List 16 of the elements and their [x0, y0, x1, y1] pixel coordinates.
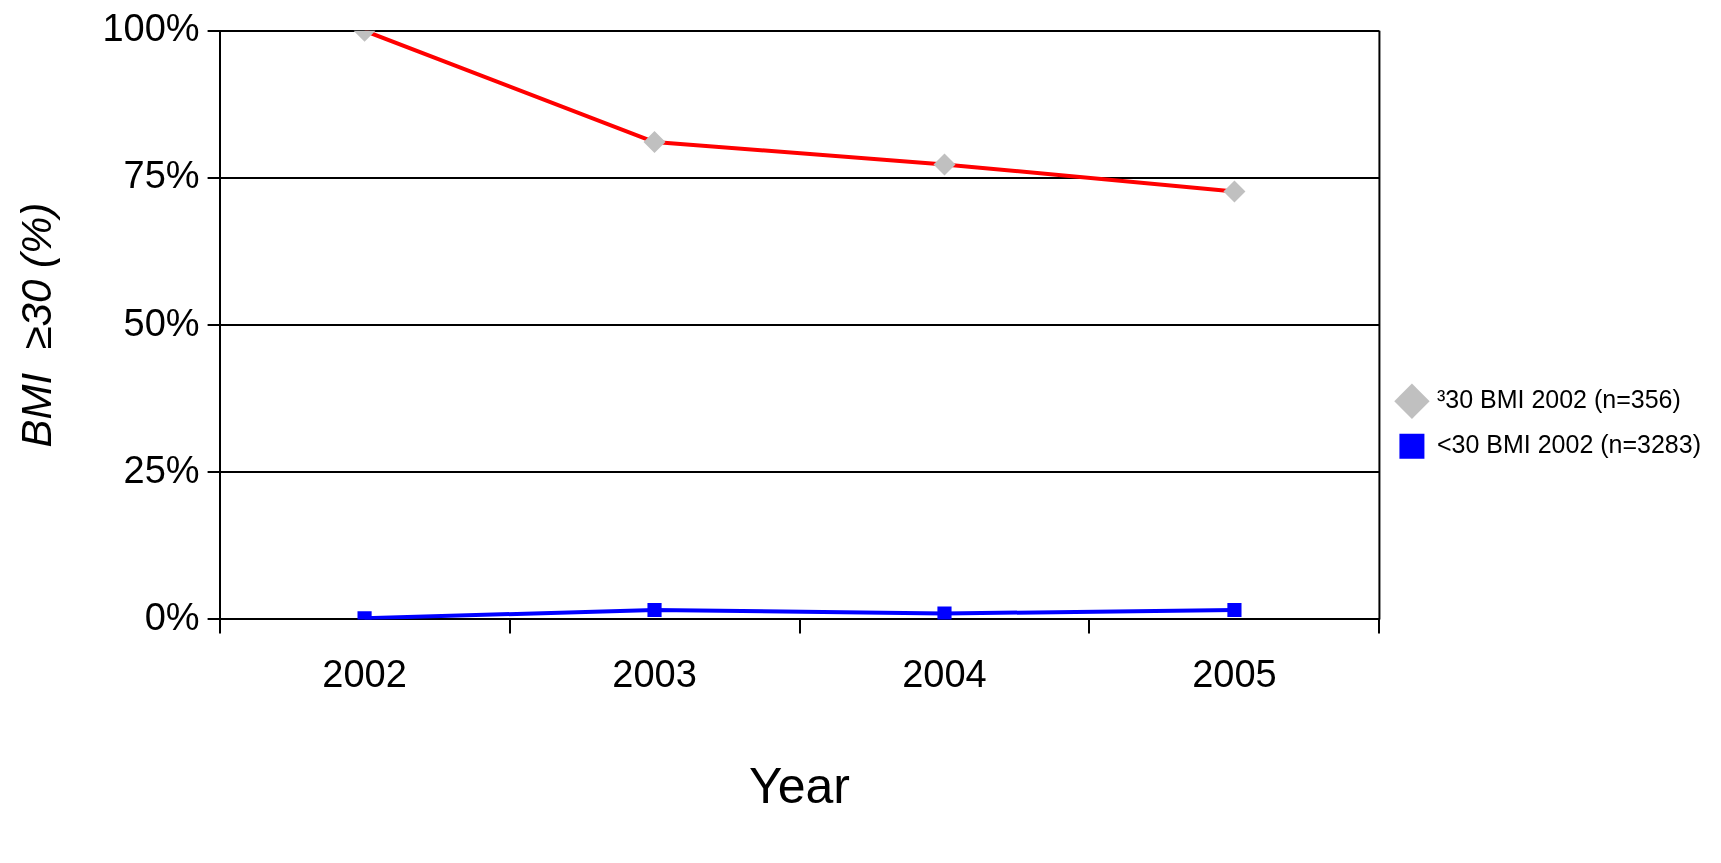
y-axis-title: BMI ≥30 (%) [12, 202, 60, 448]
y-tick-label: 25% [123, 448, 200, 491]
y-tick-label: 75% [123, 154, 200, 197]
x-axis-title: Year [748, 757, 851, 814]
x-tick-label: 2003 [612, 652, 697, 695]
y-tick-label: 0% [144, 595, 200, 638]
legend-label: <30 BMI 2002 (n=3283) [1436, 430, 1701, 459]
y-tick-label: 100% [102, 7, 200, 50]
legend-label: ³30 BMI 2002 (n=356) [1436, 385, 1681, 414]
point [647, 602, 662, 618]
point [1227, 602, 1242, 618]
x-tick-label: 2004 [902, 652, 987, 695]
x-tick-label: 2005 [1192, 652, 1277, 695]
point [937, 606, 952, 620]
y-tick-label: 50% [123, 301, 200, 344]
x-tick-label: 2002 [322, 652, 407, 695]
